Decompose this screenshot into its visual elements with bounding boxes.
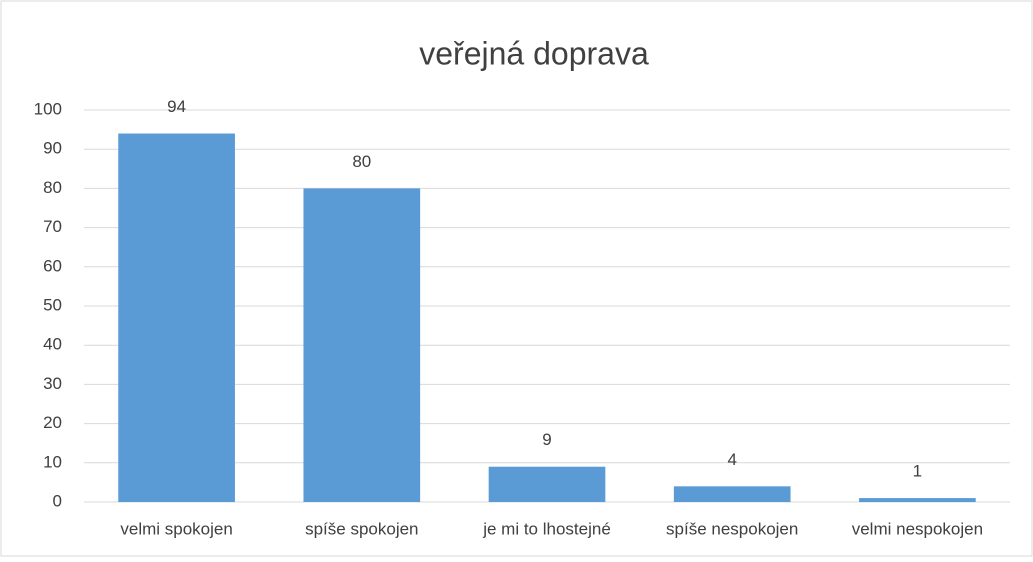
bar [488,466,606,502]
data-label: 1 [913,462,922,481]
y-tick-label: 50 [43,295,62,314]
bar [673,486,791,502]
x-tick-label: velmi nespokojen [852,519,983,538]
y-tick-label: 70 [43,217,62,236]
bar [118,133,235,502]
data-label: 80 [352,152,371,171]
y-tick-label: 100 [34,99,62,118]
x-tick-label: spíše spokojen [305,519,418,538]
bar [859,498,976,502]
y-tick-label: 20 [43,413,62,432]
bar [303,188,421,502]
y-tick-label: 80 [43,178,62,197]
chart-title: veřejná doprava [419,35,649,71]
data-label: 94 [167,97,186,116]
x-tick-label: velmi spokojen [120,519,232,538]
x-tick-label: je mi to lhostejné [482,519,611,538]
x-tick-label: spíše nespokojen [666,519,798,538]
y-tick-label: 10 [43,452,62,471]
y-tick-label: 30 [43,374,62,393]
data-label: 9 [542,430,551,449]
data-label: 4 [727,450,736,469]
y-tick-label: 0 [53,491,62,510]
y-tick-label: 90 [43,139,62,158]
y-tick-label: 40 [43,335,62,354]
y-tick-label: 60 [43,256,62,275]
